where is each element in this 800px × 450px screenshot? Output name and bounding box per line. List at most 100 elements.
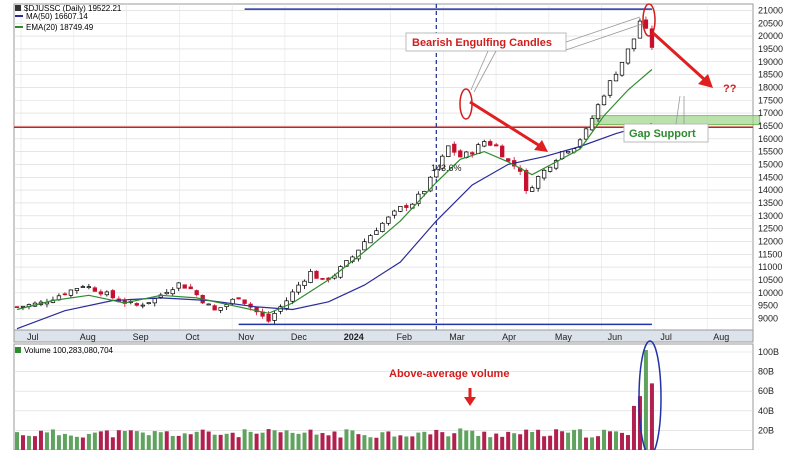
candle-body (374, 230, 379, 235)
candle-body (176, 282, 181, 289)
volume-bar (398, 435, 403, 450)
volume-bar (230, 432, 235, 450)
ma50-swatch (15, 15, 23, 17)
candle-body (637, 20, 643, 39)
candle-body (529, 187, 535, 192)
drop-arrow (651, 31, 707, 82)
y-tick-label: 17000 (758, 108, 783, 118)
volume-bar (458, 428, 463, 450)
volume-bar (326, 435, 331, 450)
volume-bar (362, 435, 367, 450)
candle-body (272, 312, 277, 321)
volume-bar (242, 429, 247, 450)
volume-bar (86, 433, 91, 450)
volume-bar (428, 434, 433, 450)
candle-body (392, 210, 397, 216)
question-mark: ?? (723, 83, 737, 95)
y-tick-label: 9000 (758, 313, 778, 323)
volume-bar (536, 429, 541, 450)
y-tick-label: 16000 (758, 134, 783, 144)
volume-tick-label: 100B (758, 347, 779, 357)
y-tick-label: 12000 (758, 236, 783, 246)
x-axis: Jul Aug Sep Oct Nov Dec 2024 Feb Mar Apr May Jun Jul… (27, 332, 729, 342)
x-tick-label: May (555, 332, 573, 342)
volume-bar (152, 431, 157, 450)
y-tick-label: 17500 (758, 95, 783, 105)
candle-body (523, 170, 529, 192)
volume-bar (56, 435, 61, 450)
bearish-label: Bearish Engulfing Candles (412, 37, 552, 49)
volume-bar (302, 432, 307, 450)
y-tick-label: 16500 (758, 121, 783, 131)
symbol-swatch (15, 5, 21, 11)
y-tick-label: 10000 (758, 288, 783, 298)
volume-bar (62, 433, 67, 450)
volume-bar (584, 437, 589, 450)
candle-body (619, 61, 625, 76)
candle-body (488, 141, 493, 146)
candle-body (601, 95, 607, 106)
bearish-pointer-right (565, 16, 641, 43)
volume-bar (380, 432, 385, 450)
volume-bar (608, 431, 613, 450)
y-tick-label: 18000 (758, 82, 783, 92)
candle-body (625, 48, 631, 64)
volume-tick-label: 80B (758, 367, 774, 377)
volume-bar (164, 431, 169, 450)
candle-body (266, 313, 271, 322)
y-tick-label: 13500 (758, 198, 783, 208)
volume-bar (50, 429, 55, 450)
candle-body (314, 270, 319, 279)
volume-bar (338, 437, 343, 450)
volume-bar (20, 435, 25, 450)
y-tick-label: 9500 (758, 301, 778, 311)
x-tick-label: Jun (608, 332, 623, 342)
volume-bar (266, 429, 271, 450)
candle-body (242, 299, 247, 304)
volume-arrowhead (464, 397, 476, 406)
ema20-line (16, 69, 653, 314)
decline-arrow (469, 100, 541, 148)
candle-body (386, 216, 391, 224)
volume-bar (374, 437, 379, 450)
x-tick-label: Dec (291, 332, 308, 342)
candle-body (206, 303, 211, 306)
volume-bar (566, 432, 571, 450)
volume-bar (254, 433, 259, 450)
candle-body (254, 307, 259, 313)
volume-bar (278, 432, 283, 450)
price-grid (14, 4, 753, 330)
volume-bar (590, 437, 595, 450)
bearish-circle-jun (642, 3, 656, 37)
volume-bar (284, 430, 289, 450)
percent-change: 143.6% (431, 163, 462, 173)
y-tick-label: 13000 (758, 211, 783, 221)
candle-body (308, 270, 313, 283)
x-tick-label: Sep (133, 332, 149, 342)
candle-body (434, 168, 439, 178)
x-axis-strip (13, 329, 754, 343)
volume-axis: 100B 80B 60B 40B 20B (758, 347, 779, 435)
bearish-pointer-right-2 (565, 23, 643, 51)
bearish-pointer-left (470, 50, 489, 91)
candle-body (62, 293, 68, 296)
candle-body (236, 297, 241, 300)
volume-bar (110, 437, 115, 450)
x-tick-label: Aug (713, 332, 729, 342)
candle-body (565, 151, 571, 154)
candle-body (649, 28, 655, 48)
volume-bar (176, 435, 181, 450)
volume-grid (14, 351, 753, 431)
moving-averages (16, 69, 653, 330)
volume-bar (410, 436, 415, 450)
candle-body (92, 287, 98, 292)
candle-body (643, 19, 649, 29)
volume-bar (530, 431, 535, 450)
ema20-legend: EMA(20) 18749.49 (26, 23, 94, 32)
y-tick-label: 15500 (758, 147, 783, 157)
y-tick-label: 18500 (758, 70, 783, 80)
candle-body (607, 80, 613, 96)
volume-bar (643, 350, 648, 450)
volume-swatch (15, 347, 21, 353)
